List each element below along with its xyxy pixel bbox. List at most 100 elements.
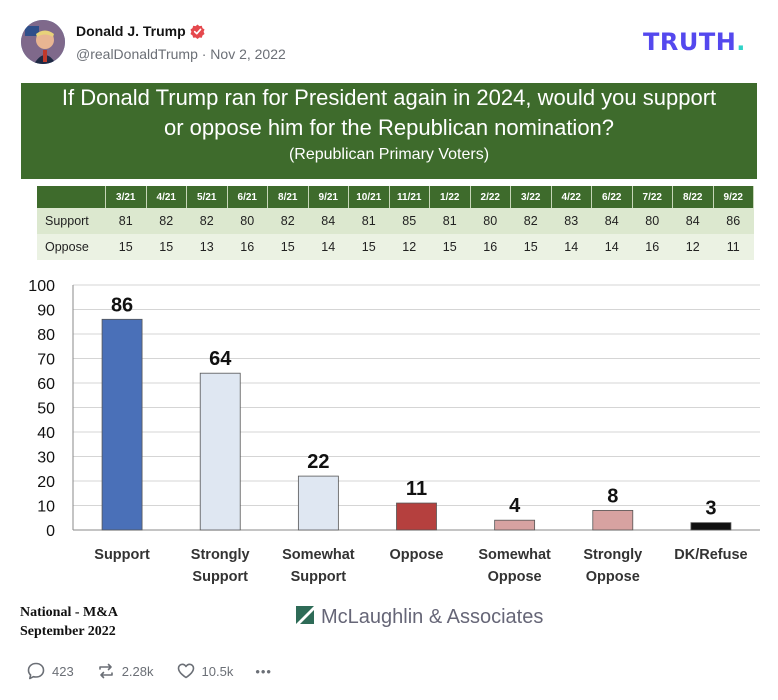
table-cell: 11 [713, 234, 754, 260]
source-line-2: September 2022 [20, 624, 116, 639]
y-tick-label: 10 [37, 499, 55, 516]
table-month-header: 6/21 [227, 186, 268, 208]
reply-icon [27, 662, 45, 680]
table-month-header: 4/22 [551, 186, 592, 208]
table-cell: 16 [632, 234, 673, 260]
author-name[interactable]: Donald J. Trump [76, 23, 186, 39]
table-month-header: 7/22 [632, 186, 673, 208]
logo-dot: . [736, 28, 746, 56]
bar-chart: 0 10 20 30 40 50 60 70 80 90 100 86 Support 64 Strongl… [28, 278, 760, 585]
verified-badge-icon [190, 24, 205, 39]
post-actions: 423 2.28k 10.5k ••• [26, 661, 294, 681]
category-label: Strongly [583, 547, 642, 563]
figure-subtitle: (Republican Primary Voters) [288, 146, 490, 163]
table-cell: 80 [227, 208, 268, 234]
table-month-header: 4/21 [146, 186, 187, 208]
table-month-header: 9/21 [308, 186, 349, 208]
table-cell: 82 [510, 208, 551, 234]
category-label: Oppose [586, 569, 640, 585]
table-month-header: 3/21 [105, 186, 147, 208]
table-month-header: 11/21 [389, 186, 430, 208]
table-cell: 15 [146, 234, 187, 260]
table-cell: 14 [308, 234, 349, 260]
table-cell: 13 [186, 234, 227, 260]
category-label: Strongly [191, 547, 250, 563]
category-label: Support [291, 569, 347, 585]
bar [396, 502, 437, 531]
bar [101, 318, 143, 531]
table-cell: 81 [348, 208, 389, 234]
y-tick-label: 100 [28, 278, 55, 295]
bar [690, 522, 732, 531]
table-month-header: 8/21 [267, 186, 309, 208]
table-month-header: 3/22 [510, 186, 552, 208]
more-options-button[interactable]: ••• [255, 664, 272, 679]
category-label: Oppose [390, 547, 444, 563]
table-row-support: Support 81 82 82 80 82 84 81 85 81 80 82 83 84 80 84 86 [37, 208, 754, 234]
table-cell: 84 [672, 208, 713, 234]
table-cell: 16 [470, 234, 511, 260]
table-cell: 81 [105, 208, 146, 234]
table-cell: 80 [470, 208, 511, 234]
avatar[interactable] [21, 20, 65, 64]
table-corner [37, 186, 106, 208]
like-count: 10.5k [201, 663, 234, 679]
pollster-logo-icon [296, 606, 314, 624]
row-label: Support [37, 208, 106, 234]
table-cell: 85 [389, 208, 430, 234]
y-tick-label: 0 [46, 523, 55, 540]
pollster-name: McLaughlin & Associates [321, 606, 544, 628]
table-month-header: 5/21 [186, 186, 228, 208]
bar [494, 519, 536, 531]
table-cell: 14 [551, 234, 592, 260]
category-label: Somewhat [478, 547, 551, 563]
table-cell: 84 [591, 208, 632, 234]
retruth-icon [98, 663, 113, 679]
category-label: DK/Refuse [674, 547, 747, 563]
reply-button[interactable]: 423 [26, 661, 74, 681]
bar-value-label: 22 [307, 451, 329, 473]
category-label: Somewhat [282, 547, 355, 563]
y-tick-label: 60 [37, 376, 55, 393]
table-cell: 86 [713, 208, 754, 234]
source-line-1: National - M&A [20, 605, 118, 620]
y-tick-label: 40 [37, 425, 55, 442]
y-tick-label: 20 [37, 474, 55, 491]
bar-value-label: 86 [111, 294, 133, 316]
table-month-header: 10/21 [348, 186, 390, 208]
bar [297, 475, 339, 531]
logo-text: TRUTH [643, 28, 737, 56]
category-label: Support [94, 547, 150, 563]
table-cell: 12 [389, 234, 430, 260]
table-cell: 16 [227, 234, 268, 260]
table-cell: 82 [186, 208, 227, 234]
table-month-header: 9/22 [713, 186, 754, 208]
bar-value-label: 4 [509, 495, 521, 517]
y-tick-label: 50 [37, 401, 55, 418]
reply-count: 423 [52, 663, 74, 679]
y-tick-label: 30 [37, 450, 55, 467]
trend-table: 3/21 4/21 5/21 6/21 8/21 9/21 10/21 11/21 1/22 2/… [37, 186, 754, 260]
table-cell: 83 [551, 208, 592, 234]
figure-title-banner: If Donald Trump ran for President again … [21, 83, 757, 179]
like-button[interactable]: 10.5k [176, 661, 234, 681]
figure-title-line-1: If Donald Trump ran for President again … [61, 85, 717, 110]
y-tick-label: 90 [37, 303, 55, 320]
table-cell: 15 [429, 234, 470, 260]
bar-value-label: 64 [209, 348, 232, 370]
table-cell: 81 [429, 208, 470, 234]
row-label: Oppose [37, 234, 106, 260]
heart-icon [177, 663, 194, 679]
truth-social-logo[interactable]: TRUTH. [643, 28, 746, 56]
table-cell: 84 [308, 208, 349, 234]
trend-table-header: 3/21 4/21 5/21 6/21 8/21 9/21 10/21 11/21 1/22 2/… [37, 186, 754, 208]
table-cell: 82 [146, 208, 187, 234]
figure-title-line-2: or oppose him for the Republican nominat… [163, 115, 615, 140]
category-label: Oppose [488, 569, 542, 585]
handle-and-date[interactable]: @realDonaldTrump · Nov 2, 2022 [76, 46, 286, 62]
table-cell: 14 [591, 234, 632, 260]
table-cell: 15 [510, 234, 551, 260]
y-tick-label: 80 [37, 327, 55, 344]
y-tick-label: 70 [37, 352, 55, 369]
retruth-button[interactable]: 2.28k [96, 661, 154, 681]
